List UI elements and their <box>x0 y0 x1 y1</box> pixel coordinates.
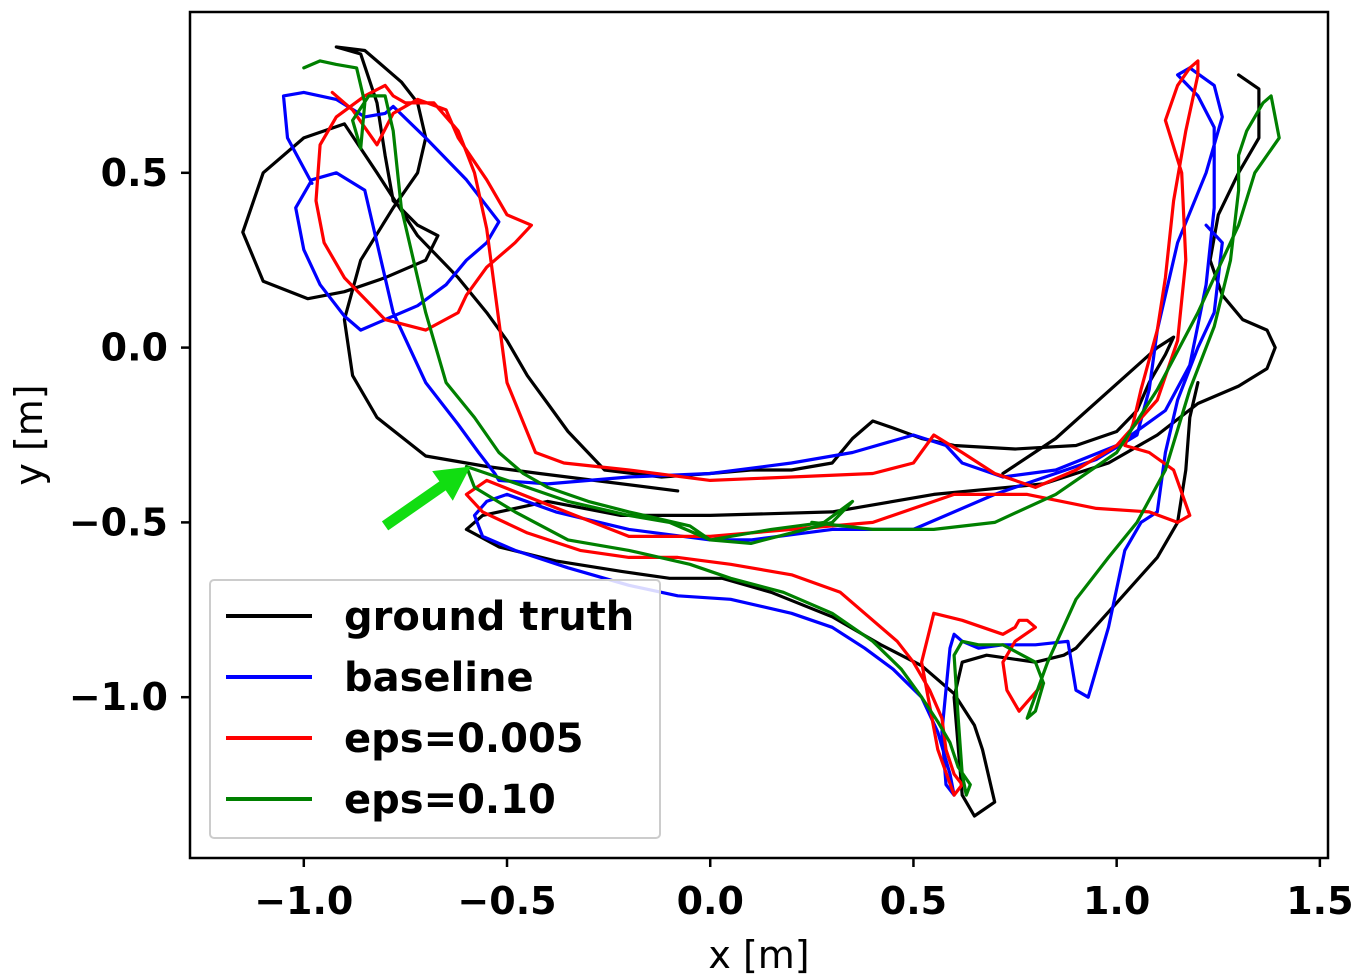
y-tick-label: −1.0 <box>69 675 168 719</box>
plot-frame <box>188 10 1330 860</box>
series-line-ground-truth <box>241 45 1176 493</box>
x-tick-label: −0.5 <box>457 879 556 923</box>
annotation-layer <box>381 466 471 531</box>
legend: ground truth baseline eps=0.005 eps=0.10 <box>209 579 661 839</box>
x-tick-label: 0.0 <box>677 879 744 923</box>
legend-label: eps=0.10 <box>344 777 556 823</box>
legend-box <box>209 579 661 839</box>
annotation-arrow <box>381 466 471 531</box>
x-tick-label: 0.5 <box>880 879 947 923</box>
y-axis-label: y [m] <box>7 384 51 485</box>
y-tick-label: 0.0 <box>101 326 168 370</box>
legend-label: ground truth <box>344 594 634 640</box>
x-tick-label: −1.0 <box>254 879 353 923</box>
legend-label: eps=0.005 <box>344 716 584 762</box>
x-axis: −1.0 −0.5 0.0 0.5 1.0 1.5 <box>254 858 1354 923</box>
y-axis: 0.5 0.0 −0.5 −1.0 <box>69 151 190 719</box>
x-tick-label: 1.5 <box>1286 879 1353 923</box>
series-layer <box>241 45 1281 818</box>
x-tick-label: 1.0 <box>1083 879 1150 923</box>
x-axis-label: x [m] <box>708 933 809 977</box>
legend-label: baseline <box>344 655 534 701</box>
series-line-ground-truth-part-2 <box>464 73 1277 818</box>
series-line-baseline <box>281 66 1224 797</box>
y-tick-label: −0.5 <box>69 500 168 544</box>
series-line-eps-0-10 <box>302 59 1281 797</box>
y-tick-label: 0.5 <box>101 151 168 195</box>
